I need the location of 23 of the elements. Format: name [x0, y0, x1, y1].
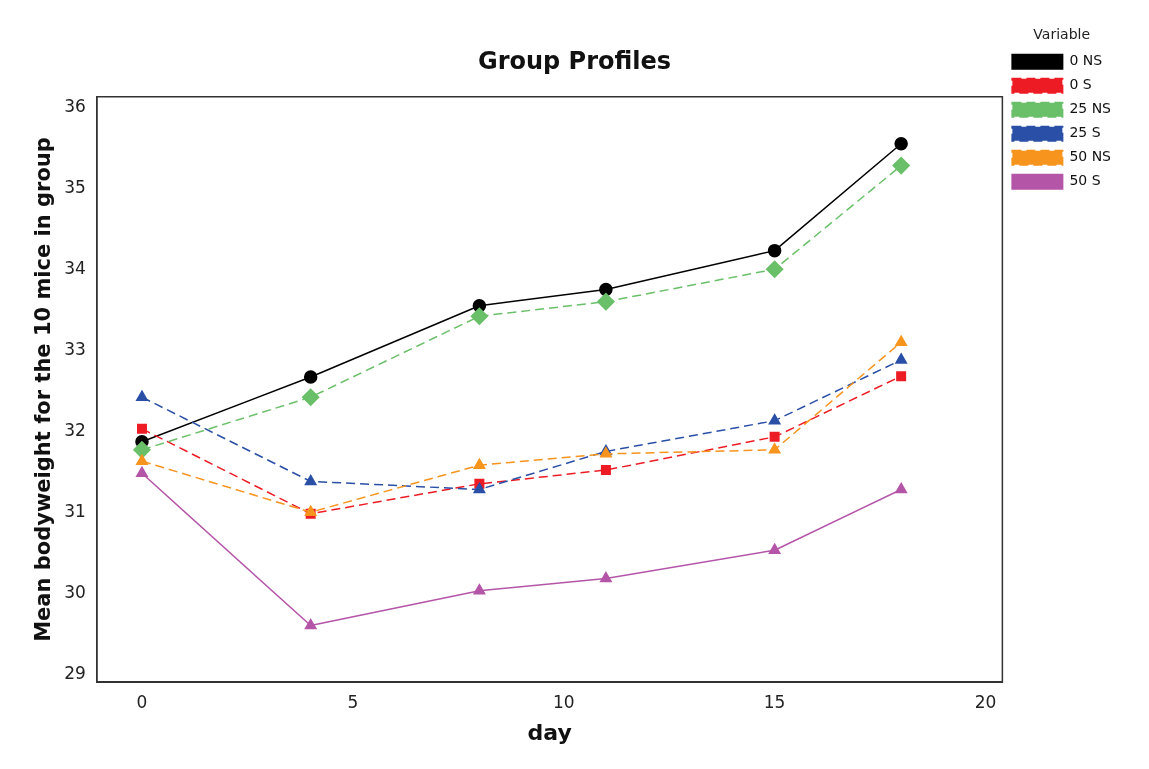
y-tick-label: 33 — [64, 338, 86, 359]
legend-label: 0 NS — [1069, 52, 1103, 69]
chart-title: Group Profiles — [477, 46, 672, 75]
x-axis-title: day — [527, 719, 572, 745]
legend-label: 0 S — [1069, 76, 1092, 93]
legend-label: 25 S — [1069, 124, 1101, 141]
legend-label: 50 NS — [1069, 148, 1112, 165]
x-tick-label: 5 — [347, 691, 359, 712]
y-tick-label: 34 — [64, 257, 86, 278]
legend-title: Variable — [1033, 25, 1091, 42]
y-tick-label: 30 — [64, 581, 86, 602]
x-tick-label: 20 — [974, 691, 997, 712]
x-tick-label: 0 — [136, 691, 148, 712]
y-axis-title: Mean bodyweight for the 10 mice in group — [31, 137, 56, 642]
legend-label: 50 S — [1069, 172, 1101, 189]
y-tick-label: 29 — [64, 662, 86, 683]
y-tick-label: 36 — [64, 95, 86, 116]
x-tick-label: 15 — [763, 691, 786, 712]
legend-label: 25 NS — [1069, 100, 1112, 117]
x-tick-label: 10 — [552, 691, 575, 712]
y-tick-label: 32 — [64, 419, 86, 440]
y-tick-label: 35 — [64, 176, 86, 197]
y-tick-label: 31 — [64, 500, 86, 521]
